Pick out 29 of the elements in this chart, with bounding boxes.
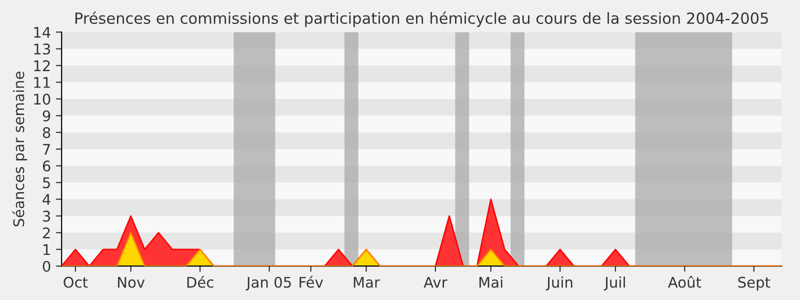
- y-tick-label: 14: [34, 27, 50, 38]
- y-tick-label: 2: [42, 227, 50, 238]
- x-tick-label: Oct: [64, 276, 88, 288]
- y-tick-label: 10: [34, 94, 50, 105]
- x-tick-label: Fév: [300, 276, 323, 288]
- chart-title: Présences en commissions et participation en hémicycle au cours de la session 2004-2005: [75, 12, 768, 27]
- x-tick-label: Sept: [738, 276, 770, 291]
- y-tick-label: 5: [43, 177, 50, 188]
- x-tick-label: Mar: [354, 276, 380, 288]
- y-tick-label: 13: [34, 44, 50, 55]
- y-tick-label: 4: [42, 194, 50, 205]
- y-tick-label: 1: [44, 244, 50, 255]
- y-tick-label: 7: [43, 144, 50, 155]
- y-tick-label: 11: [34, 77, 50, 88]
- x-tick-label: Jan 05: [246, 276, 291, 291]
- y-tick-label: 9: [42, 110, 50, 122]
- x-tick-label: Déc: [187, 276, 214, 288]
- x-tick-label: Juin: [546, 276, 572, 291]
- y-tick-label: 3: [43, 210, 50, 222]
- y-axis-title: Séances par semaine: [12, 72, 28, 226]
- x-tick-label: Juil: [604, 276, 625, 291]
- x-tick-label: Nov: [118, 276, 145, 288]
- x-tick-label: Mai: [479, 276, 502, 288]
- x-tick-label: Avr: [424, 276, 448, 288]
- x-tick-label: Août: [668, 276, 702, 288]
- y-tick-label: 12: [34, 60, 50, 72]
- y-tick-label: 6: [42, 160, 50, 172]
- y-tick-label: 8: [42, 127, 50, 138]
- y-tick-label: 0: [42, 260, 50, 272]
